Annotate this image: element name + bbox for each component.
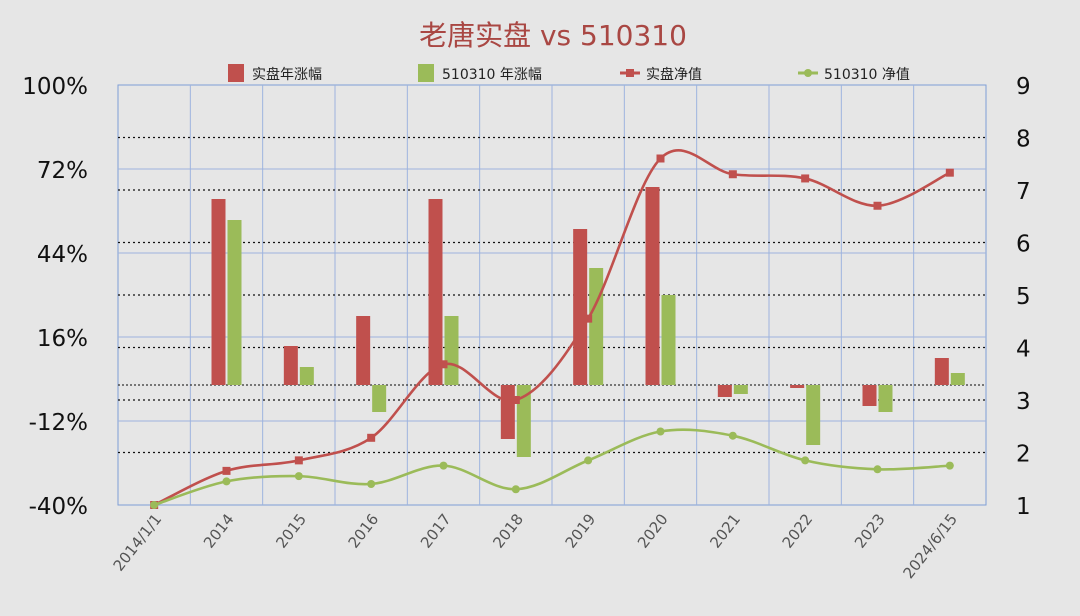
marker-index-nav [728,431,737,440]
x-tick-label: 2020 [634,510,672,551]
right-tick-label: 9 [1016,74,1031,100]
bar-real [356,316,371,385]
marker-index-nav [656,427,665,436]
right-tick-label: 8 [1016,127,1031,153]
marker-index-nav [511,485,520,494]
bar-index [516,385,531,457]
marker-real-nav [873,201,882,210]
x-tick-label: 2021 [706,510,744,551]
marker-real-nav [945,168,954,177]
x-tick-label: 2017 [417,510,455,551]
bar-real [283,346,298,385]
right-tick-label: 1 [1016,494,1031,520]
x-tick-label: 2024/6/15 [899,510,961,582]
left-axis: 100% 72% 44% 16% -12% -40% [22,74,88,520]
right-tick-label: 4 [1016,337,1031,363]
x-tick-label: 2022 [779,510,817,551]
marker-index-nav [945,461,954,470]
marker-index-nav [584,456,593,465]
x-tick-label: 2023 [851,510,889,551]
bar-index [372,385,387,412]
bar-real [428,199,443,385]
right-tick-label: 7 [1016,179,1031,205]
horizontal-grid [118,136,986,454]
bar-index [950,373,965,385]
right-tick-label: 2 [1016,442,1031,468]
x-tick-label: 2016 [345,510,383,551]
legend-label: 实盘年涨幅 [252,66,322,83]
lines-layer [150,149,954,509]
x-tick-label: 2014/1/1 [110,510,166,574]
bar-real [211,199,226,385]
marker-index-nav [222,477,231,486]
left-tick-label: 44% [37,242,88,268]
right-tick-label: 6 [1016,232,1031,258]
legend-swatch-bar [228,64,244,82]
marker-index-nav [439,461,448,470]
legend-swatch-bar [418,64,434,82]
right-tick-label: 5 [1016,284,1031,310]
marker-real-nav [222,466,231,475]
marker-index-nav [873,465,882,474]
legend-label: 实盘净值 [646,66,702,83]
left-tick-label: 100% [22,74,88,100]
bar-index [444,316,459,385]
left-tick-label: -12% [29,410,88,436]
x-tick-label: 2015 [272,510,310,551]
bar-index [589,268,604,385]
marker-real-nav [294,456,303,465]
marker-real-nav [367,433,376,442]
legend-marker [804,69,812,77]
marker-real-nav [801,174,810,183]
x-axis: 2014/1/1 2014 2015 2016 2017 2018 2019 2020 2021… [110,510,961,582]
marker-real-nav [439,360,448,369]
legend-marker [626,69,634,77]
legend-label: 510310 年涨幅 [442,67,542,83]
marker-index-nav [801,456,810,465]
left-tick-label: 16% [37,326,88,352]
bar-real [573,229,588,385]
legend: 实盘年涨幅 510310 年涨幅 实盘净值 510310 净值 [228,64,910,83]
left-tick-label: 72% [37,158,88,184]
bar-real [862,385,877,406]
marker-index-nav [367,480,376,488]
x-tick-label: 2019 [562,510,600,551]
left-tick-label: -40% [29,494,88,520]
right-tick-label: 3 [1016,389,1031,415]
marker-real-nav [511,396,520,404]
bar-index [227,220,242,385]
bars-layer [211,187,965,457]
marker-real-nav [584,314,593,323]
line-index-nav [153,428,950,507]
bar-index [299,367,314,385]
bar-index [733,385,748,394]
chart-title: 老唐实盘 vs 510310 [419,19,687,52]
bar-real [717,385,732,397]
x-tick-label: 2018 [489,510,527,551]
marker-real-nav [728,170,737,179]
marker-index-nav [150,501,159,509]
bar-index [661,295,676,385]
x-tick-label: 2014 [200,510,238,551]
bar-real [790,385,805,388]
marker-index-nav [294,472,303,481]
bar-index [878,385,893,412]
bar-real [500,385,515,439]
right-axis: 9 8 7 6 5 4 3 2 1 [1016,74,1031,520]
marker-real-nav [656,154,665,163]
bar-index [806,385,821,445]
bar-real [934,358,949,385]
bar-real [645,187,660,385]
legend-label: 510310 净值 [824,67,910,83]
